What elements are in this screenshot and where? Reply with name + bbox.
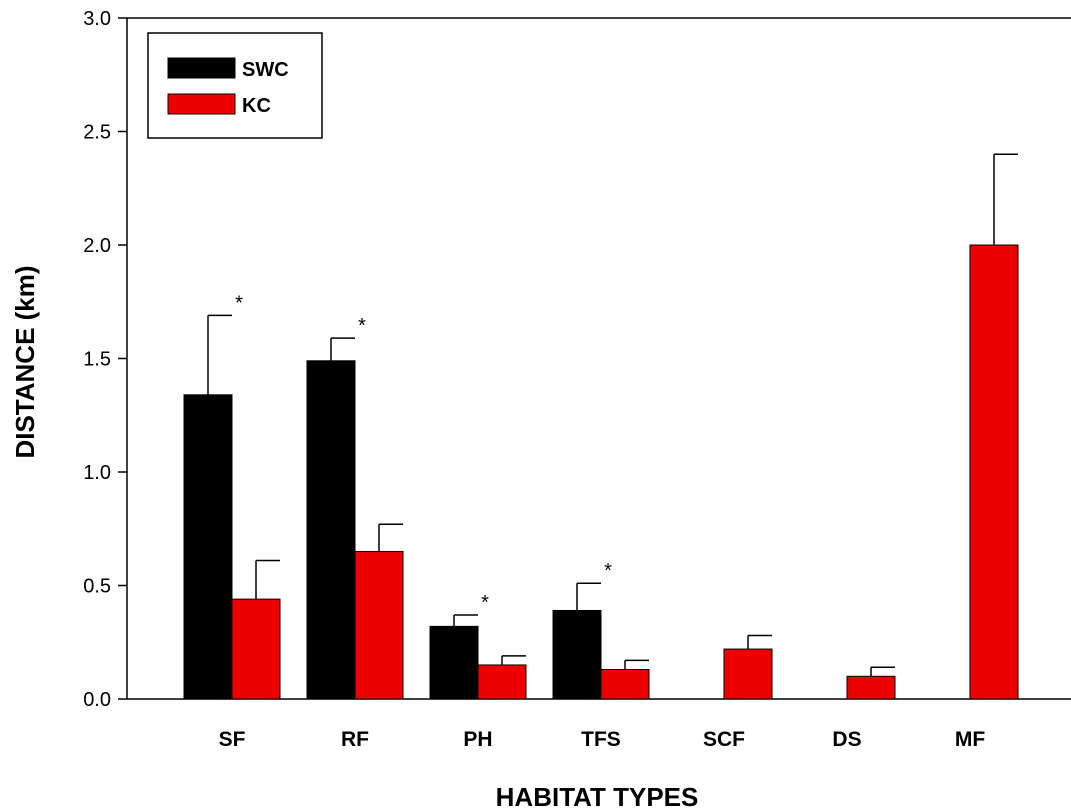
significance-marker-ph: *: [481, 592, 489, 614]
x-tick-label-ds: DS: [832, 728, 861, 751]
bar-kc-ds: [846, 675, 896, 700]
bar-kc-scf: [723, 648, 773, 700]
x-axis-title: HABITAT TYPES: [496, 782, 699, 812]
y-axis-title: DISTANCE (km): [10, 265, 40, 458]
bar-swc-tfs: [552, 609, 602, 700]
bar-kc-mf: [969, 244, 1019, 700]
bar-swc-sf: [183, 394, 233, 700]
bar-kc-tfs: [600, 668, 650, 700]
x-tick-label-mf: MF: [955, 728, 985, 751]
y-tick-label: 1.0: [83, 462, 111, 484]
legend: SWC KC: [147, 32, 323, 139]
legend-label-kc: KC: [242, 95, 271, 117]
x-tick-label-scf: SCF: [703, 728, 745, 751]
y-tick-label: 2.5: [83, 122, 111, 144]
y-tick-label: 0.0: [83, 689, 111, 711]
x-tick-label-ph: PH: [463, 728, 492, 751]
bar-kc-ph: [477, 664, 527, 700]
significance-marker-sf: *: [235, 292, 243, 314]
bar-kc-sf: [231, 598, 281, 700]
legend-box: [147, 32, 323, 139]
significance-marker-rf: *: [358, 315, 366, 337]
y-tick-label: 3.0: [83, 8, 111, 30]
legend-swatch-swc: [167, 57, 236, 79]
legend-label-swc: SWC: [242, 59, 289, 81]
x-tick-label-rf: RF: [341, 728, 369, 751]
x-tick-label-sf: SF: [219, 728, 246, 751]
x-tick-label-tfs: TFS: [581, 728, 621, 751]
y-tick-label: 1.5: [83, 349, 111, 371]
bar-swc-rf: [306, 360, 356, 700]
plot-area: 0.0 0.5 1.0 1.5 2.0 2.5 3.0 SF * RF * PH * TFS * SCF DS M…: [83, 8, 1071, 751]
legend-swatch-kc: [167, 93, 236, 115]
y-tick-label: 0.5: [83, 576, 111, 598]
bar-kc-rf: [354, 550, 404, 700]
significance-marker-tfs: *: [604, 560, 612, 582]
y-tick-label: 2.0: [83, 235, 111, 257]
bar-swc-ph: [429, 625, 479, 700]
